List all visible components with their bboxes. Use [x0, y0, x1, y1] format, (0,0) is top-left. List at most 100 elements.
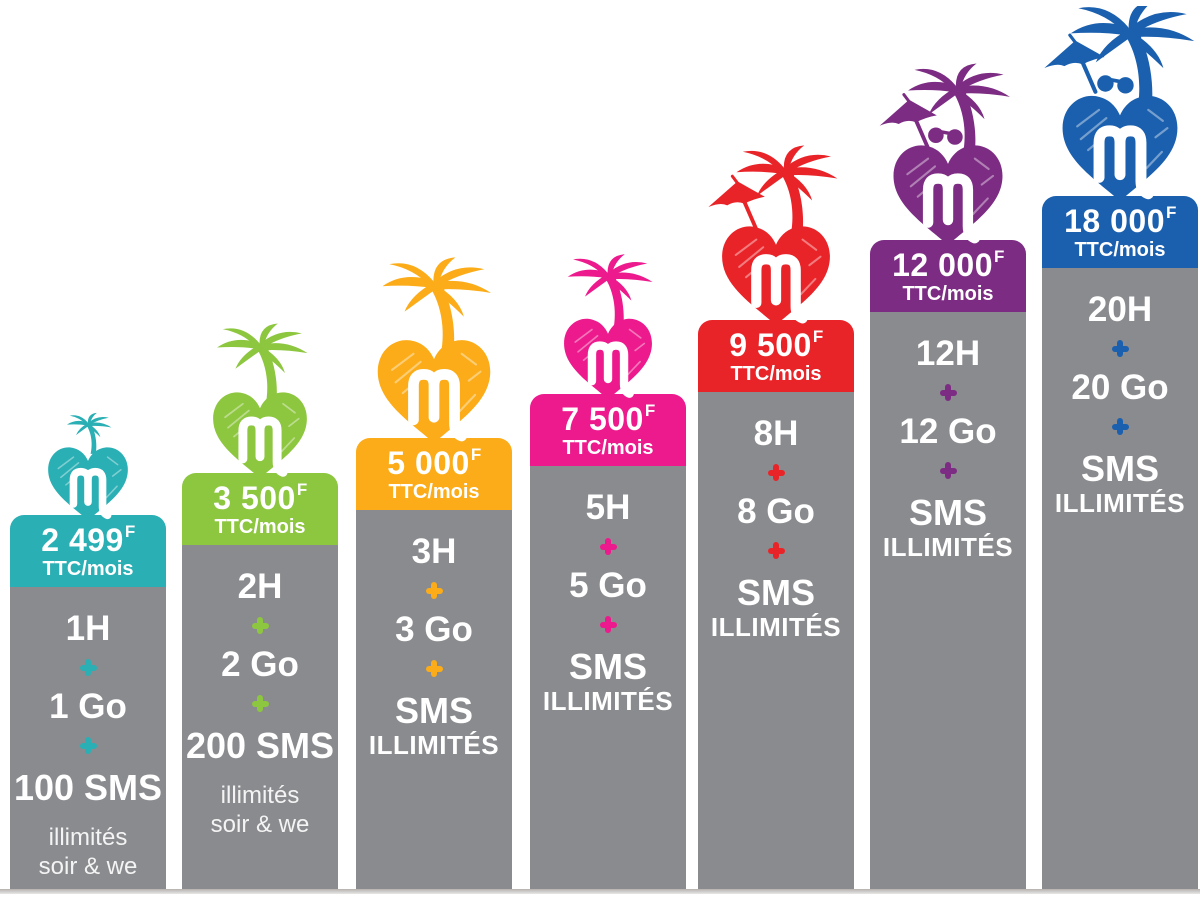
plus-icon	[1111, 418, 1129, 435]
plan-features: 12H 12 Go SMS ILLIMITÉS	[870, 312, 1026, 889]
sms-line2: ILLIMITÉS	[710, 611, 842, 642]
price-badge: 7 500F TTC/mois	[530, 394, 686, 466]
footnote-line1: illimités	[48, 823, 128, 851]
price-value: 12 000F	[892, 246, 1004, 283]
sms-line2: ILLIMITÉS	[1054, 487, 1186, 518]
currency-sup: F	[124, 521, 136, 541]
price-period: TTC/mois	[1074, 238, 1166, 261]
sms-line1: 100 SMS	[13, 767, 163, 808]
plan-column-2499: 2 499F TTC/mois 1H 1 Go 100 SMS illimité…	[10, 515, 166, 889]
feature-data: 8 Go	[737, 492, 815, 531]
feature-data: 2 Go	[221, 645, 299, 684]
heart-m-palm-logo-icon	[358, 252, 510, 444]
feature-hours: 12H	[915, 334, 981, 373]
feature-hours: 1H	[65, 609, 111, 648]
currency-sup: F	[1165, 202, 1177, 222]
plan-features: 2H 2 Go 200 SMS illimités soir & we	[182, 545, 338, 889]
heart-m-palm-logo-icon	[34, 385, 142, 521]
feature-sms: SMS ILLIMITÉS	[1054, 448, 1186, 518]
price-value: 2 499F	[41, 521, 136, 558]
feature-data: 3 Go	[395, 610, 473, 649]
footnote: illimités soir & we	[211, 781, 310, 840]
price-amount: 12 000	[892, 246, 993, 283]
price-amount: 5 000	[387, 444, 470, 481]
feature-sms: SMS ILLIMITÉS	[882, 492, 1014, 562]
heart-m-palm-logo-icon	[197, 319, 324, 479]
price-badge: 9 500F TTC/mois	[698, 320, 854, 392]
price-value: 7 500F	[561, 400, 656, 437]
feature-data: 5 Go	[569, 566, 647, 605]
plan-column-5000: 5 000F TTC/mois 3H 3 Go SMS ILLIMITÉS	[356, 438, 512, 889]
plan-column-12000: 12 000F TTC/mois 12H 12 Go SMS ILLIMITÉS	[870, 240, 1026, 889]
plan-column-9500: 9 500F TTC/mois 8H 8 Go SMS ILLIMITÉS	[698, 320, 854, 889]
price-amount: 7 500	[561, 400, 644, 437]
plus-icon	[425, 660, 443, 677]
feature-data: 1 Go	[49, 687, 127, 726]
plus-icon	[79, 659, 97, 676]
heart-m-palm-umbrella-sunglasses-logo-icon	[874, 60, 1021, 246]
currency-sup: F	[644, 400, 656, 420]
price-period: TTC/mois	[388, 480, 480, 503]
price-badge: 12 000F TTC/mois	[870, 240, 1026, 312]
plus-icon	[425, 582, 443, 599]
sms-line1: SMS	[568, 646, 647, 687]
feature-hours: 20H	[1087, 290, 1153, 329]
price-badge: 5 000F TTC/mois	[356, 438, 512, 510]
price-period: TTC/mois	[902, 282, 994, 305]
feature-sms: 100 SMS	[13, 767, 163, 808]
plus-icon	[79, 737, 97, 754]
heart-m-palm-umbrella-logo-icon	[703, 142, 848, 326]
price-value: 9 500F	[729, 326, 824, 363]
feature-sms: SMS ILLIMITÉS	[710, 572, 842, 642]
footnote: illimités soir & we	[39, 823, 138, 882]
plus-icon	[251, 695, 269, 712]
price-period: TTC/mois	[42, 557, 134, 580]
plan-column-7500: 7 500F TTC/mois 5H 5 Go SMS ILLIMITÉS	[530, 394, 686, 889]
price-amount: 9 500	[729, 326, 812, 363]
feature-hours: 5H	[585, 488, 631, 527]
plus-icon	[1111, 340, 1129, 357]
price-value: 3 500F	[213, 479, 308, 516]
footnote-line1: illimités	[220, 781, 300, 809]
plan-column-3500: 3 500F TTC/mois 2H 2 Go 200 SMS illimité…	[182, 473, 338, 889]
sms-line1: 200 SMS	[185, 725, 335, 766]
plus-icon	[251, 617, 269, 634]
heart-m-palm-logo-icon	[549, 250, 668, 400]
currency-sup: F	[470, 444, 482, 464]
heart-m-palm-umbrella-sunglasses-logo-icon	[1043, 6, 1198, 202]
sms-line1: SMS	[908, 492, 987, 533]
price-badge: 2 499F TTC/mois	[10, 515, 166, 587]
price-period: TTC/mois	[562, 436, 654, 459]
currency-sup: F	[812, 326, 824, 346]
plan-features: 3H 3 Go SMS ILLIMITÉS	[356, 510, 512, 889]
price-period: TTC/mois	[730, 362, 822, 385]
sms-line1: SMS	[736, 572, 815, 613]
feature-hours: 2H	[237, 567, 283, 606]
price-amount: 18 000	[1064, 202, 1165, 239]
floor-line	[0, 889, 1200, 894]
price-amount: 3 500	[213, 479, 296, 516]
plan-features: 8H 8 Go SMS ILLIMITÉS	[698, 392, 854, 889]
plan-features: 1H 1 Go 100 SMS illimités soir & we	[10, 587, 166, 889]
feature-data: 12 Go	[899, 412, 997, 451]
plan-column-18000: 18 000F TTC/mois 20H 20 Go SMS ILLIMITÉS	[1042, 196, 1198, 889]
plus-icon	[767, 464, 785, 481]
plus-icon	[767, 542, 785, 559]
plus-icon	[599, 538, 617, 555]
currency-sup: F	[296, 479, 308, 499]
sms-line2: ILLIMITÉS	[368, 729, 500, 760]
feature-hours: 3H	[411, 532, 457, 571]
feature-hours: 8H	[753, 414, 799, 453]
price-value: 5 000F	[387, 444, 482, 481]
plus-icon	[599, 616, 617, 633]
sms-line1: SMS	[394, 690, 473, 731]
feature-data: 20 Go	[1071, 368, 1169, 407]
plus-icon	[939, 462, 957, 479]
price-amount: 2 499	[41, 521, 124, 558]
feature-sms: SMS ILLIMITÉS	[368, 690, 500, 760]
sms-line2: ILLIMITÉS	[882, 531, 1014, 562]
plan-features: 5H 5 Go SMS ILLIMITÉS	[530, 466, 686, 889]
feature-sms: SMS ILLIMITÉS	[543, 646, 673, 715]
sms-line1: SMS	[1080, 448, 1159, 489]
plan-features: 20H 20 Go SMS ILLIMITÉS	[1042, 268, 1198, 889]
